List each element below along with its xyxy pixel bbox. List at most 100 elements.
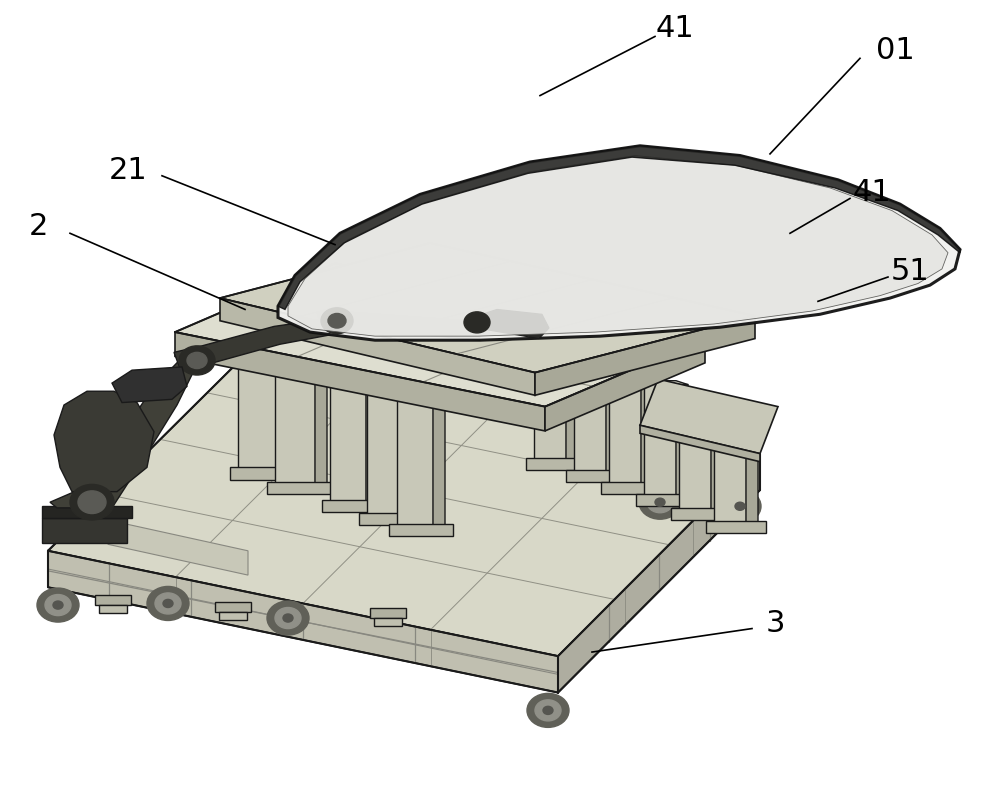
Polygon shape: [367, 383, 415, 387]
Polygon shape: [534, 340, 578, 344]
Circle shape: [321, 308, 353, 334]
Polygon shape: [671, 508, 731, 520]
Circle shape: [179, 346, 215, 375]
Text: 3: 3: [765, 609, 785, 638]
Polygon shape: [574, 354, 606, 474]
Circle shape: [187, 352, 207, 369]
Polygon shape: [54, 391, 154, 492]
Circle shape: [53, 601, 63, 609]
Circle shape: [78, 491, 106, 514]
Polygon shape: [278, 333, 290, 475]
Polygon shape: [367, 383, 403, 517]
Circle shape: [147, 586, 189, 620]
Circle shape: [527, 693, 569, 727]
Polygon shape: [220, 243, 755, 373]
Polygon shape: [322, 500, 386, 512]
Polygon shape: [403, 386, 415, 521]
Polygon shape: [330, 368, 366, 504]
Polygon shape: [50, 352, 197, 508]
Polygon shape: [746, 415, 758, 529]
Circle shape: [719, 489, 761, 523]
Polygon shape: [238, 330, 290, 334]
Polygon shape: [175, 263, 705, 407]
Polygon shape: [566, 343, 578, 466]
Polygon shape: [714, 411, 746, 525]
Circle shape: [155, 593, 181, 614]
Polygon shape: [220, 298, 535, 395]
Polygon shape: [389, 524, 453, 536]
Circle shape: [283, 614, 293, 622]
Polygon shape: [545, 339, 705, 431]
Polygon shape: [609, 369, 653, 373]
Polygon shape: [534, 340, 566, 462]
Polygon shape: [711, 400, 723, 516]
Polygon shape: [48, 348, 760, 656]
Polygon shape: [366, 371, 378, 508]
Text: 41: 41: [656, 14, 694, 43]
Polygon shape: [679, 397, 711, 512]
Polygon shape: [278, 146, 960, 309]
Polygon shape: [175, 332, 545, 431]
Polygon shape: [215, 602, 251, 612]
Polygon shape: [636, 494, 696, 506]
Polygon shape: [374, 618, 402, 626]
Circle shape: [163, 599, 173, 608]
Polygon shape: [601, 482, 661, 494]
Polygon shape: [566, 470, 626, 482]
Polygon shape: [609, 369, 641, 486]
Polygon shape: [275, 344, 327, 348]
Polygon shape: [641, 372, 653, 490]
Polygon shape: [359, 513, 423, 525]
Text: 2: 2: [28, 212, 48, 241]
Polygon shape: [288, 156, 948, 336]
Polygon shape: [714, 411, 758, 416]
Polygon shape: [558, 454, 760, 693]
Polygon shape: [112, 367, 187, 403]
Polygon shape: [267, 482, 335, 494]
Polygon shape: [238, 330, 278, 471]
Circle shape: [647, 492, 673, 513]
Text: 41: 41: [853, 178, 891, 207]
Polygon shape: [275, 344, 315, 486]
Polygon shape: [644, 381, 676, 498]
Polygon shape: [472, 309, 549, 339]
Circle shape: [328, 313, 346, 328]
Polygon shape: [397, 397, 445, 401]
Circle shape: [464, 312, 490, 333]
Text: 51: 51: [891, 257, 929, 286]
Polygon shape: [219, 612, 247, 620]
Circle shape: [267, 601, 309, 635]
Circle shape: [37, 588, 79, 622]
Circle shape: [735, 502, 745, 510]
Polygon shape: [397, 397, 433, 528]
Polygon shape: [679, 397, 723, 401]
Polygon shape: [95, 595, 131, 605]
Polygon shape: [526, 458, 586, 470]
Polygon shape: [640, 379, 778, 454]
Polygon shape: [42, 506, 132, 518]
Circle shape: [639, 485, 681, 519]
Polygon shape: [174, 318, 332, 369]
Circle shape: [727, 496, 753, 517]
Polygon shape: [644, 381, 688, 385]
Polygon shape: [676, 384, 688, 502]
Polygon shape: [278, 146, 960, 340]
Polygon shape: [640, 425, 760, 462]
Polygon shape: [48, 551, 558, 693]
Circle shape: [45, 595, 71, 616]
Circle shape: [535, 700, 561, 721]
Polygon shape: [108, 520, 248, 575]
Polygon shape: [230, 467, 298, 480]
Text: 21: 21: [109, 156, 147, 185]
Polygon shape: [330, 368, 378, 372]
Text: 01: 01: [876, 36, 914, 65]
Polygon shape: [706, 521, 766, 533]
Polygon shape: [574, 354, 618, 358]
Circle shape: [275, 608, 301, 629]
Polygon shape: [535, 316, 755, 395]
Polygon shape: [315, 347, 327, 490]
Polygon shape: [317, 312, 480, 340]
Polygon shape: [606, 357, 618, 478]
Polygon shape: [42, 518, 127, 543]
Polygon shape: [370, 608, 406, 618]
